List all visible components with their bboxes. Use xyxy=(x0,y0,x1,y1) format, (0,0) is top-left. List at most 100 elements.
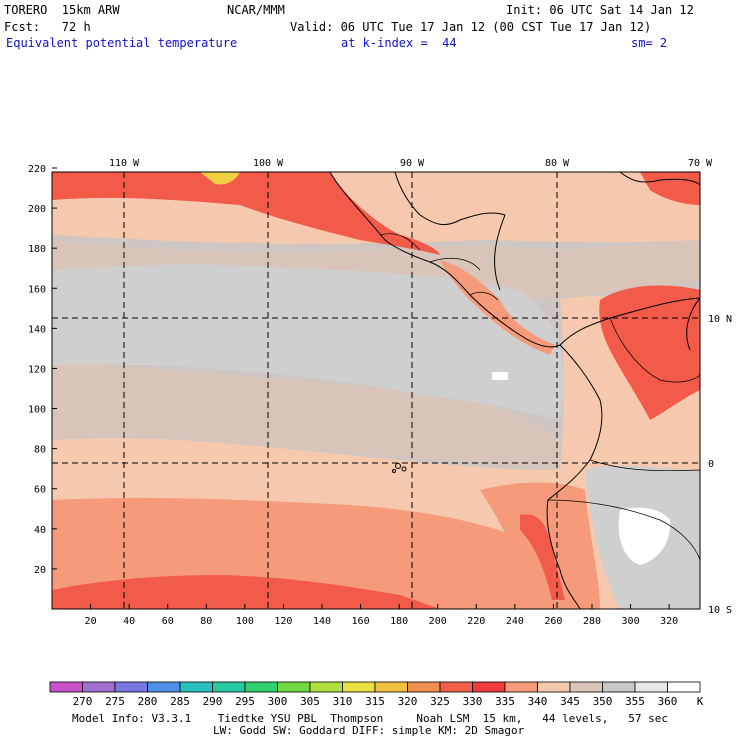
smoothing: sm= 2 xyxy=(631,36,668,50)
colorbar-cells xyxy=(49,681,701,693)
colorbar-cell xyxy=(537,681,571,693)
map-spot-360 xyxy=(492,372,508,380)
model-info: Model Info: V3.3.1 Tiedtke YSU PBL Thomp… xyxy=(72,712,669,725)
colorbar-cell xyxy=(569,681,603,693)
colorbar-unit: K xyxy=(697,695,704,708)
map-band-330-colombia xyxy=(599,285,700,420)
x-tick-label: 320 xyxy=(660,616,678,627)
colorbar-label: 355 xyxy=(625,695,645,708)
lon-label: 100 W xyxy=(253,158,284,169)
colorbar-label: 280 xyxy=(138,695,158,708)
colorbar-label: 320 xyxy=(398,695,418,708)
lat-label: 10 S xyxy=(708,605,732,616)
coastlines xyxy=(329,171,701,610)
colorbar-cell xyxy=(407,681,441,693)
init-time: Init: 06 UTC Sat 14 Jan 12 xyxy=(506,3,694,17)
colorbar-label: 345 xyxy=(560,695,580,708)
colorbar-cell xyxy=(634,681,668,693)
y-tick-label: 60 xyxy=(34,485,46,496)
colorbar-cell xyxy=(602,681,636,693)
y-tick-label: 40 xyxy=(34,525,46,536)
colorbar-label: 350 xyxy=(593,695,613,708)
y-tick-label: 200 xyxy=(28,204,46,215)
colorbar-label: 300 xyxy=(268,695,288,708)
colorbar-cell xyxy=(504,681,538,693)
y-tick-label: 80 xyxy=(34,445,46,456)
colorbar-cell xyxy=(309,681,343,693)
lon-label: 80 W xyxy=(545,158,570,169)
map-band-330-mexico xyxy=(52,172,440,255)
x-tick-label: 60 xyxy=(162,616,174,627)
axis-ticks xyxy=(52,167,670,609)
y-tick-label: 180 xyxy=(28,244,46,255)
lat-lon-grid xyxy=(52,172,700,609)
colorbar-cell xyxy=(82,681,116,693)
valid-time: Valid: 06 UTC Tue 17 Jan 12 (00 CST Tue … xyxy=(290,20,652,34)
colorbar-label: 335 xyxy=(495,695,515,708)
country-borders xyxy=(379,233,701,561)
map-band-315-yellow xyxy=(200,172,240,185)
y-tick-label: 20 xyxy=(34,565,46,576)
colorbar-cell xyxy=(342,681,376,693)
x-tick-label: 220 xyxy=(467,616,485,627)
x-tick-label: 160 xyxy=(352,616,370,627)
x-tick-label: 40 xyxy=(123,616,135,627)
colorbar-cell xyxy=(244,681,278,693)
colorbar-labels: 270 275 280 285 290 295 300 305 310 315 320 325 330 3… xyxy=(73,695,704,708)
lon-label: 90 W xyxy=(400,158,425,169)
colorbar-label: 270 xyxy=(73,695,93,708)
map-panel: 110 W 100 W 90 W 80 W 70 W220200180160140120… xyxy=(28,158,732,627)
colorbar-label: 310 xyxy=(333,695,353,708)
colorbar-label: 315 xyxy=(365,695,385,708)
colorbar: 270 275 280 285 290 295 300 305 310 315 320 325 330 3… xyxy=(49,681,704,708)
model-name: TORERO 15km ARW xyxy=(4,3,120,17)
y-tick-label: 120 xyxy=(28,364,46,375)
colorbar-label: 275 xyxy=(105,695,125,708)
colorbar-cell xyxy=(472,681,506,693)
y-tick-label: 160 xyxy=(28,284,46,295)
map-highland-360 xyxy=(618,507,671,565)
colorbar-cell xyxy=(439,681,473,693)
axis-labels: 110 W 100 W 90 W 80 W 70 W220200180160140120… xyxy=(28,158,732,627)
x-tick-label: 240 xyxy=(506,616,524,627)
map-band-330-south xyxy=(52,575,440,609)
x-tick-label: 80 xyxy=(200,616,212,627)
colorbar-label: 285 xyxy=(170,695,190,708)
map-band-335-costarica xyxy=(440,260,555,355)
x-tick-label: 260 xyxy=(544,616,562,627)
colorbar-cell xyxy=(147,681,181,693)
x-tick-label: 120 xyxy=(274,616,292,627)
level-index: at k-index = 44 xyxy=(341,36,457,50)
colorbar-label: 305 xyxy=(300,695,320,708)
colorbar-label: 295 xyxy=(235,695,255,708)
colorbar-label: 340 xyxy=(528,695,548,708)
map-band-330-peru xyxy=(520,514,565,600)
colorbar-cell xyxy=(277,681,311,693)
x-tick-label: 200 xyxy=(429,616,447,627)
x-tick-label: 300 xyxy=(622,616,640,627)
colorbar-label: 330 xyxy=(463,695,483,708)
lat-label: 10 N xyxy=(708,314,732,325)
x-tick-label: 140 xyxy=(313,616,331,627)
y-tick-label: 100 xyxy=(28,405,46,416)
physics-info: LW: Godd SW: Goddard DIFF: simple KM: 2D… xyxy=(213,724,525,737)
lat-label: 0 xyxy=(708,459,714,470)
colorbar-cell xyxy=(667,681,701,693)
y-tick-label: 140 xyxy=(28,324,46,335)
y-tick-label: 220 xyxy=(28,164,46,175)
colorbar-cell xyxy=(212,681,246,693)
map-frame xyxy=(51,171,701,610)
colorbar-cell xyxy=(179,681,213,693)
lon-label: 70 W xyxy=(688,158,713,169)
map-band-345-south xyxy=(52,360,560,470)
colorbar-label: 360 xyxy=(658,695,678,708)
lon-label: 110 W xyxy=(109,158,140,169)
map-band-355 xyxy=(52,264,564,420)
field-name: Equivalent potential temperature xyxy=(6,36,238,50)
colorbar-cell xyxy=(114,681,148,693)
organization: NCAR/MMM xyxy=(227,3,285,17)
colorbar-label: 325 xyxy=(430,695,450,708)
colorbar-label: 290 xyxy=(203,695,223,708)
x-tick-label: 20 xyxy=(85,616,97,627)
forecast-hour: Fcst: 72 h xyxy=(4,20,91,34)
